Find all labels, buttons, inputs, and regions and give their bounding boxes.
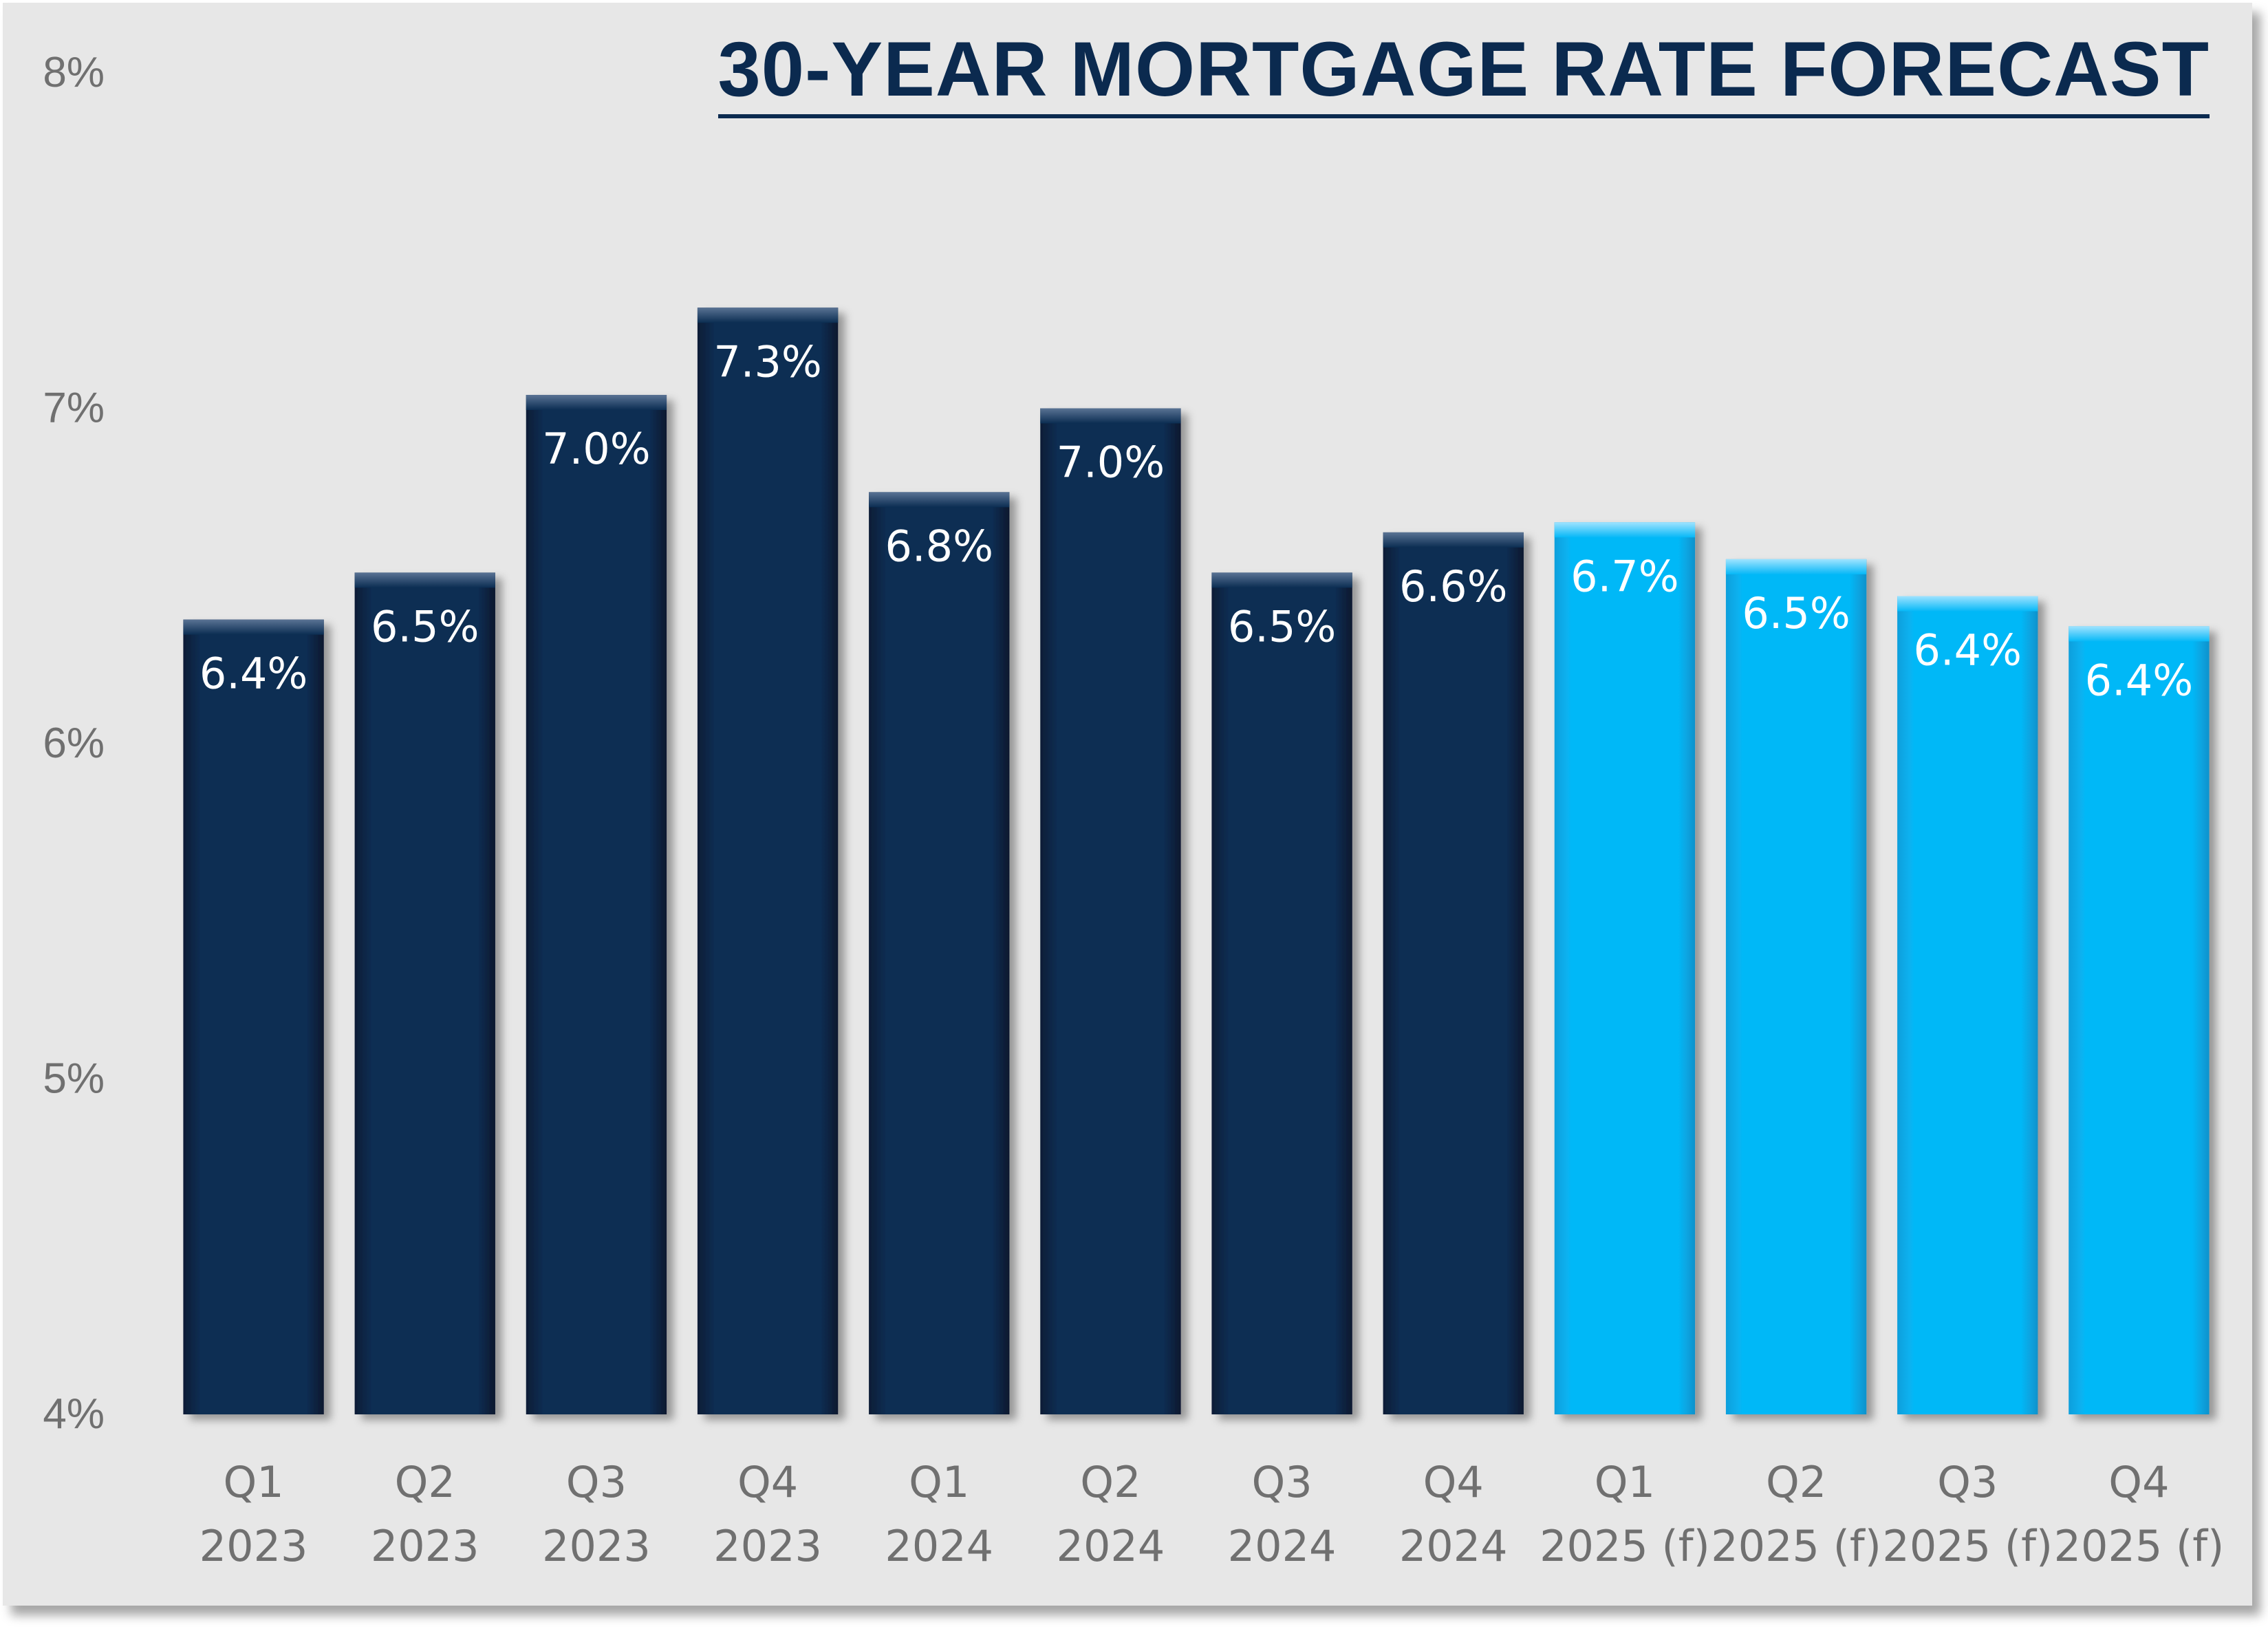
bar: 7.0% xyxy=(526,395,667,1414)
x-tick-label-year: 2023 xyxy=(542,1521,651,1571)
x-tick-label-quarter: Q1 xyxy=(1595,1457,1655,1507)
bar-bevel xyxy=(1897,596,2038,612)
bar: 6.6% xyxy=(1383,532,1524,1414)
x-tick-label-year: 2023 xyxy=(371,1521,479,1571)
bar-historical xyxy=(1211,572,1352,1414)
bar: 7.0% xyxy=(1040,408,1181,1414)
data-label: 6.8% xyxy=(885,521,993,571)
x-tick-label-quarter: Q3 xyxy=(1937,1457,1998,1507)
data-label: 7.3% xyxy=(713,336,822,387)
data-label: 6.5% xyxy=(1742,588,1850,638)
x-tick-label-year: 2025 (f) xyxy=(1882,1521,2053,1571)
bar-bevel xyxy=(869,492,1010,508)
bar-historical xyxy=(183,619,324,1414)
x-tick-label-year: 2023 xyxy=(199,1521,308,1571)
bar-bevel xyxy=(697,308,839,323)
x-tick-label-year: 2024 xyxy=(1228,1521,1337,1571)
x-tick-label-year: 2024 xyxy=(1057,1521,1165,1571)
bar-bevel xyxy=(526,395,667,410)
bar-forecast xyxy=(1897,596,2038,1414)
data-label: 6.5% xyxy=(371,601,479,651)
x-tick-label-quarter: Q2 xyxy=(395,1457,455,1507)
chart-frame: 4% 5% 6% 7% 8% 6.4% 6.5% 7.0% 7.3% 6.8% 7.0% 6.5% 6… xyxy=(3,3,2252,1606)
y-tick-label: 7% xyxy=(43,385,105,432)
bar: 6.8% xyxy=(869,492,1010,1414)
bar-forecast xyxy=(1725,559,1867,1414)
x-tick-label-quarter: Q3 xyxy=(566,1457,627,1507)
y-tick-label: 4% xyxy=(43,1390,105,1438)
bar-bevel xyxy=(1040,408,1181,424)
bar-bevel xyxy=(183,619,324,635)
chart-plot: 4%5%6%7%8% 6.4%6.5%7.0%7.3%6.8%7.0%6.5%6… xyxy=(43,49,2225,1571)
bar: 7.3% xyxy=(697,308,839,1414)
data-label: 6.7% xyxy=(1570,551,1679,601)
bar-historical xyxy=(1040,408,1181,1414)
bar-historical xyxy=(1383,532,1524,1414)
y-axis: 4% 5% 6% 7% 8% xyxy=(43,49,105,1438)
bar: 6.4% xyxy=(2069,626,2210,1414)
bar-historical xyxy=(697,308,839,1414)
bar-bevel xyxy=(1725,559,1867,574)
x-tick-label-year: 2025 (f) xyxy=(1540,1521,1710,1571)
x-tick-label-year: 2024 xyxy=(885,1521,993,1571)
x-tick-label-quarter: Q4 xyxy=(737,1457,798,1507)
bar: 6.5% xyxy=(354,572,495,1414)
data-label: 7.0% xyxy=(1057,438,1165,488)
bar-forecast xyxy=(2069,626,2210,1414)
x-tick-label-quarter: Q4 xyxy=(1423,1457,1484,1507)
bar-bevel xyxy=(1211,572,1352,588)
bar-historical xyxy=(526,395,667,1414)
y-tick-label: 5% xyxy=(43,1055,105,1103)
bar-historical xyxy=(869,492,1010,1414)
x-tick-label-year: 2025 (f) xyxy=(1711,1521,1881,1571)
x-tick-label-quarter: Q1 xyxy=(909,1457,969,1507)
x-tick-label-year: 2024 xyxy=(1399,1521,1508,1571)
bar: 6.5% xyxy=(1725,559,1867,1414)
data-label: 6.5% xyxy=(1228,601,1337,651)
bars: 6.4% 6.5% 7.0% 7.3% 6.8% 7.0% 6.5% 6.6% 6.7% 6.5%… xyxy=(183,308,2210,1414)
x-tick-label-quarter: Q2 xyxy=(1766,1457,1826,1507)
bar-bevel xyxy=(1383,532,1524,548)
bar: 6.5% xyxy=(1211,572,1352,1414)
data-label: 6.4% xyxy=(2085,655,2194,705)
data-label: 6.4% xyxy=(1913,625,2022,676)
chart-title: 30-YEAR MORTGAGE RATE FORECAST xyxy=(717,29,2210,118)
bar-historical xyxy=(354,572,495,1414)
y-tick-label: 8% xyxy=(43,49,105,96)
x-tick-label-year: 2025 (f) xyxy=(2054,1521,2225,1571)
y-tick-label: 6% xyxy=(43,720,105,767)
x-axis: Q1 2023 Q2 2023 Q3 2023 Q4 2023 Q1 2024 Q2 2024 Q3 20… xyxy=(199,1457,2225,1571)
bar-bevel xyxy=(1554,522,1696,538)
bar-bevel xyxy=(2069,626,2210,642)
bar-bevel xyxy=(354,572,495,588)
data-label: 6.4% xyxy=(199,649,308,699)
x-tick-label-year: 2023 xyxy=(713,1521,822,1571)
bar: 6.4% xyxy=(183,619,324,1414)
x-tick-label-quarter: Q3 xyxy=(1251,1457,1312,1507)
x-tick-label-quarter: Q2 xyxy=(1080,1457,1141,1507)
bar: 6.7% xyxy=(1554,522,1696,1414)
data-label: 6.6% xyxy=(1399,561,1508,612)
bar-forecast xyxy=(1554,522,1696,1414)
bar: 6.4% xyxy=(1897,596,2038,1414)
data-label: 7.0% xyxy=(542,424,651,474)
x-tick-label-quarter: Q1 xyxy=(223,1457,283,1507)
x-tick-label-quarter: Q4 xyxy=(2108,1457,2169,1507)
